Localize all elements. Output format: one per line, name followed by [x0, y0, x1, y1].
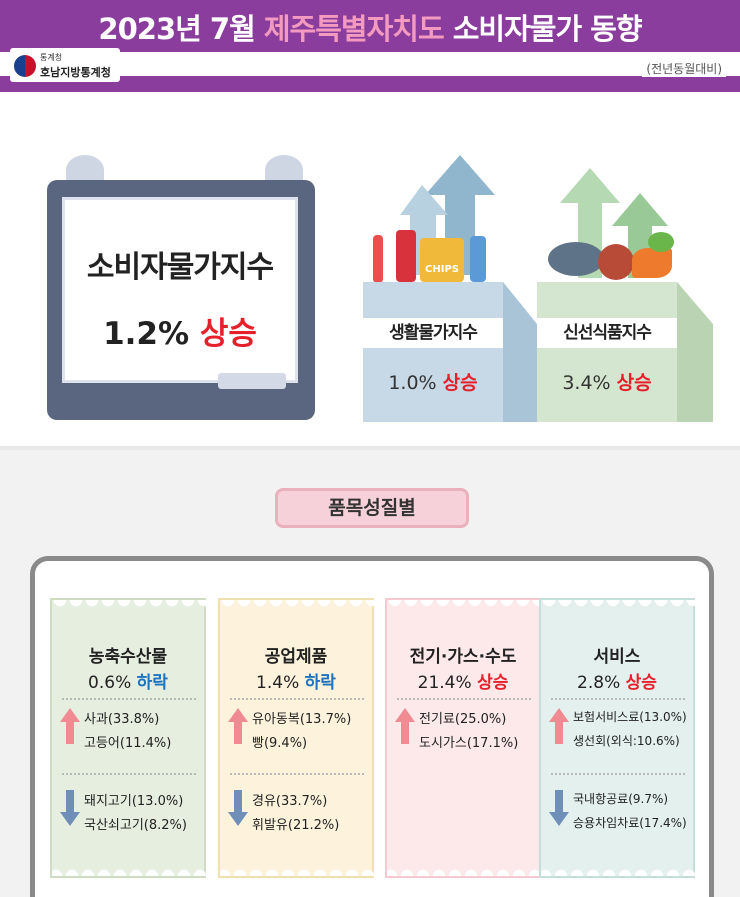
carrot-leaf-icon — [648, 232, 674, 252]
carrot-icon — [632, 248, 672, 278]
chips-label: CHIPS — [425, 264, 459, 275]
cpi-board-panel — [62, 197, 298, 383]
title-region: 제주특별자치도 — [263, 12, 445, 46]
down-arrow-icon — [228, 790, 248, 826]
up-arrow-icon — [549, 708, 569, 744]
fresh-food-value: 3.4% 상승 — [562, 372, 652, 394]
down-item: 돼지고기(13.0%) — [84, 794, 184, 809]
org-name: 호남지방통계청 — [40, 66, 111, 79]
category-card: 서비스 2.8% 상승 보험서비스료(13.0%) 생선회(외식:10.6%) … — [539, 598, 697, 878]
down-item: 경유(33.7%) — [252, 794, 328, 809]
down-arrow-icon — [60, 790, 80, 826]
category-value: 0.6% 하락 — [88, 673, 168, 693]
bottle-icon — [470, 236, 486, 282]
fresh-food-label: 신선식품지수 — [537, 318, 677, 348]
down-arrow-icon — [549, 790, 569, 826]
up-arrow-icon — [228, 708, 248, 744]
cpi-value: 1.2% 상승 — [103, 316, 257, 352]
toothpaste-icon — [396, 230, 416, 282]
toothbrush-icon — [373, 235, 383, 283]
org-sub-label: 통계청 — [40, 53, 63, 62]
up-item: 전기료(25.0%) — [419, 712, 507, 727]
down-item: 국산쇠고기(8.2%) — [84, 818, 187, 833]
fresh-food-bag-side — [677, 282, 713, 422]
up-item: 유아동복(13.7%) — [252, 712, 352, 727]
org-logo: 통계청 호남지방통계청 — [10, 48, 120, 82]
down-item: 승용차임차료(17.4%) — [573, 816, 687, 830]
section-title: 품목성질별 — [275, 488, 469, 528]
category-name: 농축수산물 — [88, 647, 168, 667]
category-name: 전기·가스·수도 — [409, 647, 517, 667]
down-item: 휘발유(21.2%) — [252, 818, 340, 833]
category-value: 1.4% 하락 — [256, 673, 336, 693]
header-band — [0, 52, 740, 92]
category-name: 서비스 — [593, 647, 641, 667]
living-index-bag-side — [503, 282, 537, 422]
cpi-label: 소비자물가지수 — [86, 250, 274, 285]
comparison-basis: (전년동월대비) — [642, 60, 726, 77]
taegeuk-icon — [14, 55, 36, 77]
eraser-icon — [218, 373, 286, 389]
meat-icon — [598, 244, 634, 280]
up-item: 고등어(11.4%) — [84, 736, 172, 751]
up-item: 보험서비스료(13.0%) — [573, 710, 687, 724]
section-divider — [0, 446, 740, 450]
living-index-bag — [363, 282, 503, 422]
fish-icon — [548, 242, 604, 276]
up-arrow-icon — [560, 168, 668, 278]
living-index-label: 생활물가지수 — [363, 318, 503, 348]
category-card: 전기·가스·수도 21.4% 상승 전기료(25.0%) 도시가스(17.1%) — [385, 598, 543, 878]
chips-bag-icon — [420, 238, 464, 282]
fresh-food-bag — [537, 282, 677, 422]
up-item: 빵(9.4%) — [252, 736, 308, 751]
up-item: 사과(33.8%) — [84, 712, 160, 727]
up-item: 도시가스(17.1%) — [419, 736, 519, 751]
category-value: 2.8% 상승 — [577, 673, 657, 693]
up-arrow-icon — [395, 708, 415, 744]
up-arrow-icon — [60, 708, 80, 744]
down-item: 국내항공료(9.7%) — [573, 792, 669, 806]
page-title: 2023년 7월 제주특별자치도 소비자물가 동향 — [98, 12, 642, 46]
category-name: 공업제품 — [264, 647, 328, 667]
category-card: 공업제품 1.4% 하락 유아동복(13.7%) 빵(9.4%) 경유(33.7… — [218, 598, 376, 878]
category-card: 농축수산물 0.6% 하락 사과(33.8%) 고등어(11.4%) 돼지고기(… — [50, 598, 208, 878]
up-item: 생선회(외식:10.6%) — [573, 734, 680, 748]
category-value: 21.4% 상승 — [417, 673, 509, 693]
living-index-value: 1.0% 상승 — [388, 372, 478, 394]
